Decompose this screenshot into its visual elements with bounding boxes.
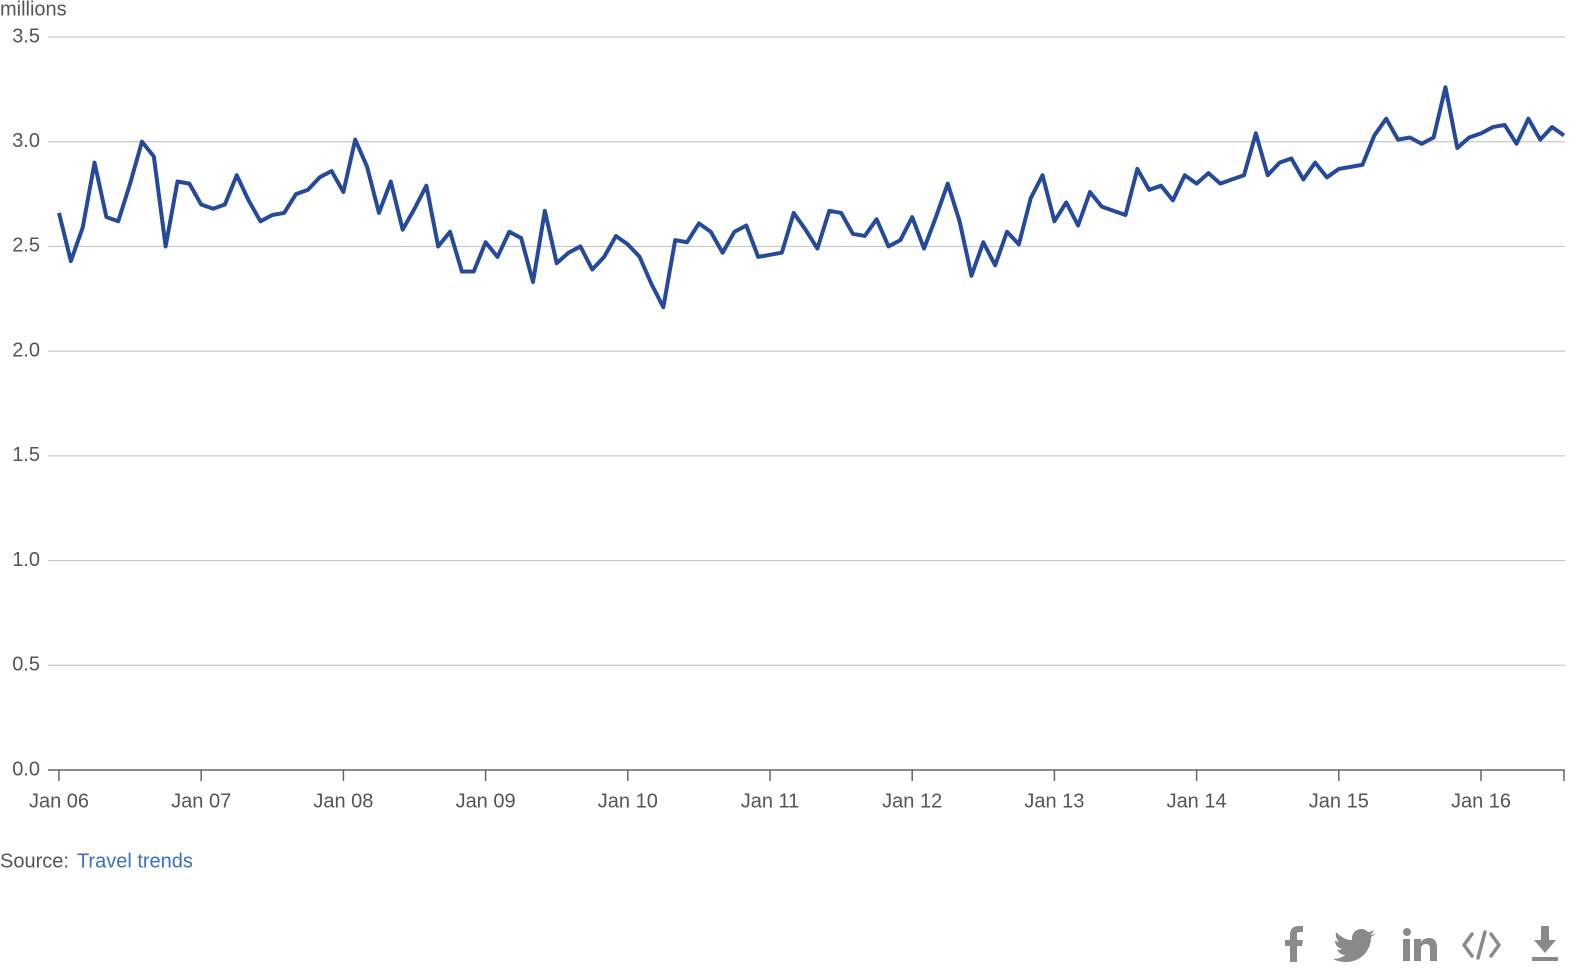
data-line	[57, 85, 1566, 310]
x-tick-label: Jan 12	[882, 790, 942, 812]
x-tick-label: Jan 14	[1167, 790, 1227, 812]
x-tick-label: Jan 10	[598, 790, 658, 812]
y-axis-label: millions	[0, 0, 67, 20]
source-link-text[interactable]: Travel trends	[77, 850, 193, 872]
x-tick-label: Jan 08	[313, 790, 373, 812]
source-link[interactable]: Travel trends	[77, 850, 193, 872]
x-tick-label: Jan 06	[29, 790, 89, 812]
x-tick-label: Jan 09	[456, 790, 516, 812]
x-tick-label: Jan 13	[1024, 790, 1084, 812]
x-tick-label: Jan 11	[741, 790, 800, 812]
x-tick-label: Jan 16	[1451, 790, 1511, 812]
x-tick-label: Jan 07	[171, 790, 231, 812]
x-tick-label: Jan 15	[1309, 790, 1369, 812]
y-tick-label: 1.5	[12, 444, 40, 466]
download-icon[interactable]	[1532, 926, 1558, 961]
y-tick-label: 3.5	[12, 25, 40, 47]
twitter-icon[interactable]	[1333, 929, 1376, 962]
y-tick-label: 0.5	[12, 654, 40, 676]
y-tick-label: 3.0	[12, 130, 40, 152]
y-tick-label: 2.5	[12, 235, 40, 257]
source-label: Source:	[0, 850, 69, 872]
y-tick-label: 1.0	[12, 549, 40, 571]
embed-icon[interactable]	[1462, 930, 1501, 960]
linkedin-icon[interactable]	[1403, 928, 1437, 961]
y-tick-label: 0.0	[12, 758, 40, 780]
y-tick-label: 2.0	[12, 339, 40, 361]
facebook-icon[interactable]	[1285, 926, 1303, 962]
